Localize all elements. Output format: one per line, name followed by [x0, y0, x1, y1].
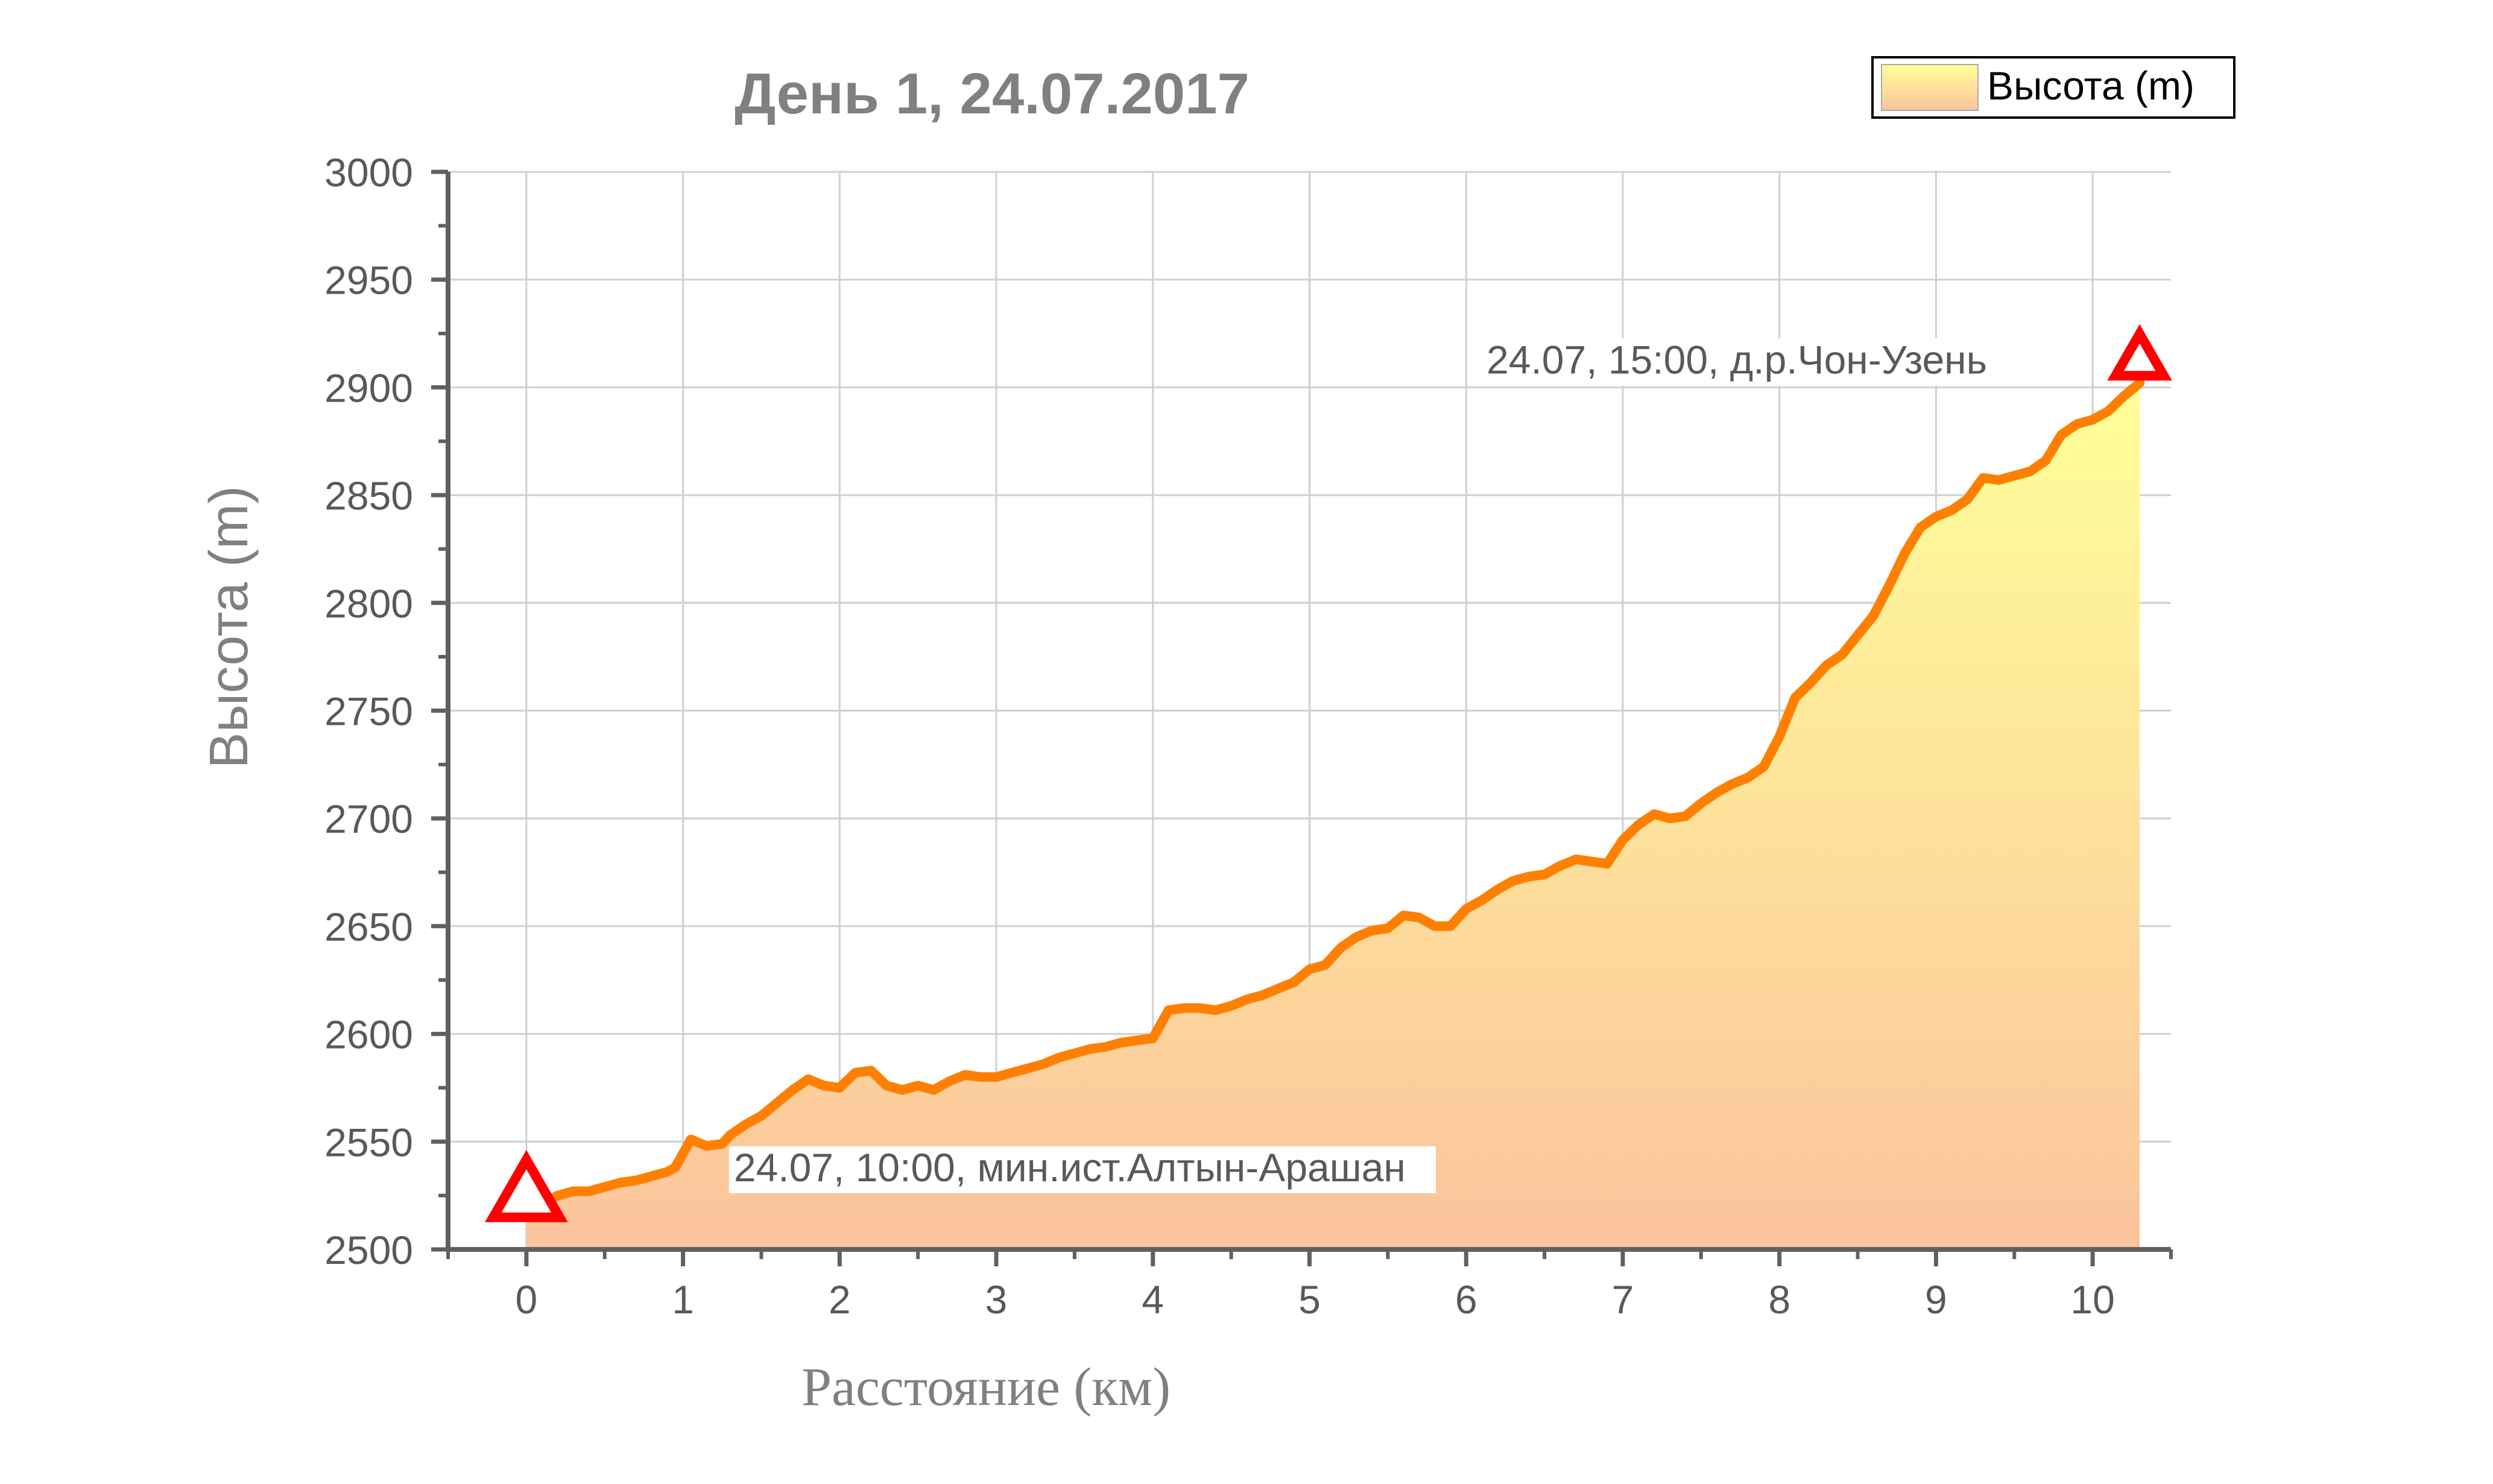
elevation-line: [521, 378, 2145, 1220]
x-tick-label: 7: [1612, 1277, 1634, 1322]
y-tick-label: 2500: [324, 1228, 413, 1272]
y-tick-label: 2650: [324, 905, 413, 949]
x-tick-label: 8: [1768, 1277, 1790, 1322]
x-tick-label: 5: [1298, 1277, 1321, 1322]
x-tick-label: 1: [672, 1277, 694, 1322]
x-tick-label: 10: [2070, 1277, 2114, 1322]
tick-labels: 2500255026002650270027502800285029002950…: [324, 150, 2115, 1322]
end-marker-icon: [2107, 324, 2172, 381]
y-tick-label: 2700: [324, 797, 413, 841]
y-tick-label: 2600: [324, 1012, 413, 1057]
legend-label: Высота (m): [1987, 63, 2194, 108]
x-tick-label: 0: [516, 1277, 538, 1322]
x-tick-label: 9: [1925, 1277, 1947, 1322]
y-tick-label: 2850: [324, 473, 413, 518]
start-annotation: 24.07, 10:00, мин.ист.Алтын-Арашан: [734, 1145, 1406, 1190]
elevation-area: [526, 383, 2140, 1249]
y-tick-label: 2900: [324, 365, 413, 410]
y-tick-label: 2800: [324, 581, 413, 626]
start-marker-icon: [485, 1150, 568, 1222]
x-tick-label: 2: [829, 1277, 851, 1322]
y-tick-label: 2550: [324, 1120, 413, 1164]
annotations: 24.07, 10:00, мин.ист.Алтын-Арашан 24.07,…: [485, 324, 2172, 1222]
y-axis-label: Высота (m): [199, 486, 259, 769]
x-tick-label: 6: [1455, 1277, 1477, 1322]
end-annotation: 24.07, 15:00, д.р.Чон-Узень: [1487, 337, 1987, 382]
start-annotation-bg: [728, 1146, 1436, 1193]
x-tick-label: 3: [985, 1277, 1008, 1322]
legend-swatch: [1881, 64, 1979, 111]
y-tick-label: 3000: [324, 150, 413, 195]
chart-title: День 1, 24.07.2017: [735, 62, 1250, 126]
y-tick-label: 2950: [324, 258, 413, 303]
x-axis-label: Расстояние (км): [801, 1357, 1171, 1417]
legend: Высота (m): [1871, 56, 2235, 119]
grid: [448, 171, 2171, 1249]
axes: [431, 169, 2173, 1266]
x-tick-label: 4: [1142, 1277, 1164, 1322]
end-annotation-bg: [1482, 338, 2046, 386]
y-tick-label: 2750: [324, 689, 413, 734]
